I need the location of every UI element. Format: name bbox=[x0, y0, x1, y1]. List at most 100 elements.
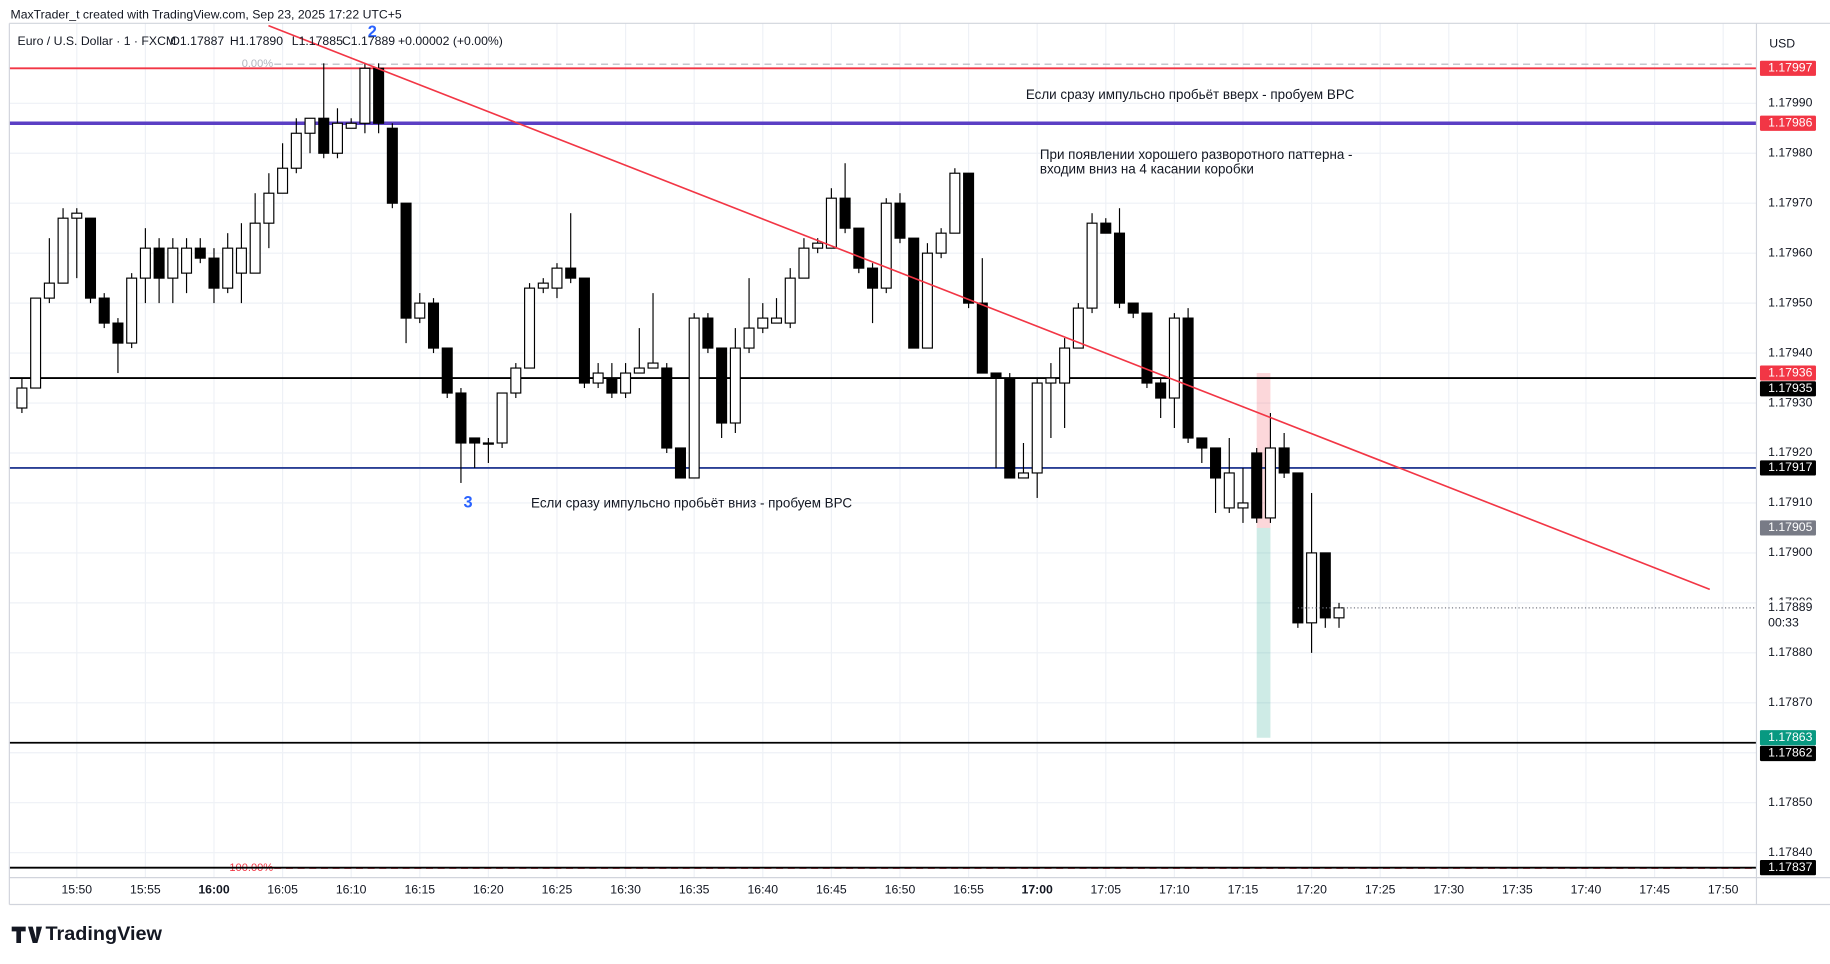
x-tick-label: 17:20 bbox=[1296, 883, 1327, 897]
x-tick-label: 16:00 bbox=[198, 883, 230, 897]
y-tick-label: 1.17970 bbox=[1768, 195, 1812, 209]
x-tick-label: 16:50 bbox=[885, 883, 916, 897]
candle-body bbox=[345, 122, 357, 129]
candle-body bbox=[153, 247, 165, 279]
candle-body bbox=[277, 167, 289, 194]
candle-body bbox=[318, 117, 330, 154]
price-badge bbox=[1759, 460, 1816, 476]
candle-body bbox=[661, 367, 673, 449]
candle-body bbox=[304, 117, 316, 134]
candle-body bbox=[1210, 447, 1222, 479]
price-badge bbox=[1759, 730, 1816, 746]
candle-body bbox=[524, 287, 536, 369]
candle-body bbox=[441, 347, 453, 394]
price-badge bbox=[1759, 115, 1816, 131]
candle-body bbox=[1045, 377, 1057, 384]
logo-icon bbox=[11, 926, 43, 943]
ohlc-high: H1.17890 bbox=[230, 34, 283, 48]
ohlc-low: L1.17885 bbox=[292, 34, 343, 48]
price-badge-label: 1.17862 bbox=[1768, 746, 1812, 760]
candle-body bbox=[16, 387, 28, 409]
candle-body bbox=[1251, 452, 1263, 519]
price-badge-label: 1.17863 bbox=[1768, 730, 1812, 744]
price-badge-label: 1.17889 bbox=[1768, 600, 1812, 614]
x-tick-label: 16:45 bbox=[816, 883, 847, 897]
candle-body bbox=[1306, 552, 1318, 624]
candle-body bbox=[427, 302, 440, 349]
wave-label: 3 bbox=[463, 493, 472, 511]
candle-body bbox=[1155, 382, 1167, 399]
candle-body bbox=[1168, 317, 1180, 399]
candle-body bbox=[565, 267, 577, 279]
x-tick-label: 16:25 bbox=[542, 883, 573, 897]
x-tick-label: 17:50 bbox=[1708, 883, 1739, 897]
price-badge-label: 1.17905 bbox=[1768, 520, 1812, 534]
x-tick-label: 17:10 bbox=[1159, 883, 1190, 897]
candle-body bbox=[1113, 232, 1126, 304]
candle-body bbox=[1196, 437, 1208, 449]
candle-body bbox=[853, 227, 865, 269]
x-tick-label: 16:55 bbox=[953, 883, 984, 897]
price-badge bbox=[1759, 365, 1816, 381]
candle-body bbox=[784, 277, 796, 324]
candle-body bbox=[194, 247, 206, 259]
candle-body bbox=[606, 377, 618, 394]
price-badge bbox=[1759, 600, 1816, 633]
candle-body bbox=[57, 217, 69, 284]
candle-body bbox=[1031, 382, 1043, 474]
candle-body bbox=[1086, 222, 1098, 309]
x-tick-label: 16:35 bbox=[679, 883, 710, 897]
countdown: 00:33 bbox=[1768, 615, 1799, 629]
y-tick-label: 1.17910 bbox=[1768, 495, 1812, 509]
price-badge-label: 1.17936 bbox=[1768, 365, 1812, 379]
candle-body bbox=[1223, 472, 1235, 509]
position-target-zone bbox=[1256, 527, 1271, 738]
x-tick-label: 16:20 bbox=[473, 883, 504, 897]
candle-body bbox=[139, 247, 151, 279]
candle-body bbox=[98, 297, 110, 324]
x-tick-label: 17:05 bbox=[1090, 883, 1121, 897]
candle-body bbox=[990, 372, 1002, 379]
x-tick-label: 17:15 bbox=[1228, 883, 1259, 897]
candle-body bbox=[578, 277, 590, 384]
ohlc-close: C1.17889 bbox=[342, 34, 395, 48]
x-tick-label: 16:40 bbox=[747, 883, 778, 897]
x-tick-label: 17:45 bbox=[1639, 883, 1670, 897]
candle-body bbox=[208, 257, 220, 289]
candle-body bbox=[1333, 607, 1345, 619]
price-badge-label: 1.17997 bbox=[1768, 61, 1812, 75]
x-tick-label: 16:15 bbox=[404, 883, 435, 897]
candle-body bbox=[812, 242, 824, 249]
candle-body bbox=[71, 212, 83, 219]
candle-body bbox=[1141, 312, 1153, 384]
candle-body bbox=[770, 317, 783, 324]
y-tick-label: 1.17940 bbox=[1768, 345, 1812, 359]
candle-body bbox=[949, 172, 961, 234]
candle-body bbox=[1127, 302, 1139, 314]
candle-body bbox=[235, 247, 247, 274]
candle-body bbox=[373, 67, 385, 124]
candle-body bbox=[688, 317, 700, 479]
candle-body bbox=[222, 247, 234, 289]
y-tick-label: 1.17950 bbox=[1768, 295, 1812, 309]
wave-label: 2 bbox=[368, 23, 377, 41]
candle-body bbox=[825, 197, 837, 249]
y-tick-label: 1.17900 bbox=[1768, 545, 1812, 559]
x-tick-label: 16:05 bbox=[267, 883, 298, 897]
candle-body bbox=[263, 192, 275, 224]
y-tick-label: 1.17840 bbox=[1768, 845, 1812, 859]
price-badge-label: 1.17837 bbox=[1768, 860, 1812, 874]
candle-body bbox=[592, 372, 604, 384]
candle-body bbox=[921, 252, 933, 349]
candle-body bbox=[743, 327, 755, 349]
candle-body bbox=[1292, 472, 1304, 624]
candle-body bbox=[674, 447, 686, 479]
candle-body bbox=[331, 122, 343, 154]
candle-body bbox=[482, 442, 494, 445]
y-tick-label: 1.17990 bbox=[1768, 96, 1812, 110]
candle-body bbox=[249, 222, 261, 274]
x-tick-label: 15:55 bbox=[130, 883, 161, 897]
y-tick-label: 1.17870 bbox=[1768, 695, 1812, 709]
